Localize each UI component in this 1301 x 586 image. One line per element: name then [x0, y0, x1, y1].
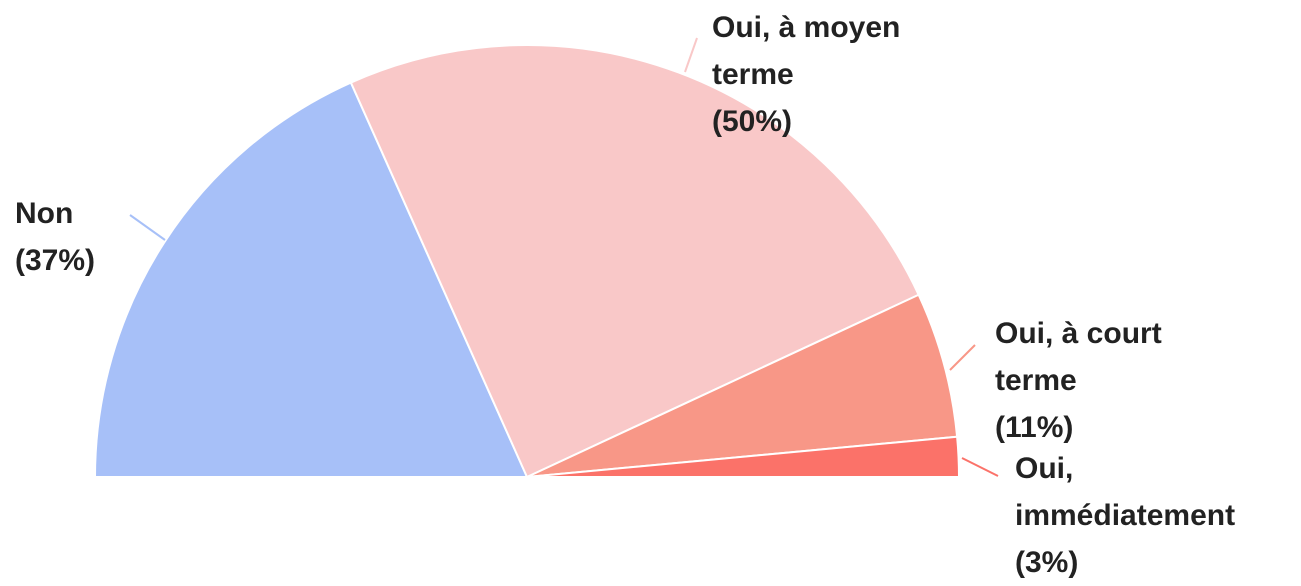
slice-label: Oui, à court terme (11%): [995, 310, 1225, 451]
category-label: Oui, à moyen terme: [712, 11, 901, 91]
category-label: Oui, immédiatement: [1015, 452, 1236, 532]
value-label: (11%): [995, 411, 1074, 444]
pie-slice: [526, 435, 961, 478]
slice-label: Non (37%): [15, 190, 215, 284]
value-label: (3%): [1015, 546, 1079, 579]
leader-line: [129, 214, 166, 241]
category-label: Non: [15, 197, 74, 230]
pie-slice: [526, 293, 959, 478]
slice-label: Oui, à moyen terme (50%): [712, 4, 972, 145]
leader-line: [684, 37, 698, 73]
pie-slice: [349, 44, 921, 479]
category-label: Oui, à court terme: [995, 317, 1162, 397]
leader-line: [949, 344, 976, 371]
leader-line: [961, 457, 999, 477]
pie-slice: [93, 81, 529, 478]
slice-label: Oui, immédiatement (3%): [1015, 445, 1300, 586]
value-label: (50%): [712, 105, 793, 138]
value-label: (37%): [15, 244, 96, 277]
